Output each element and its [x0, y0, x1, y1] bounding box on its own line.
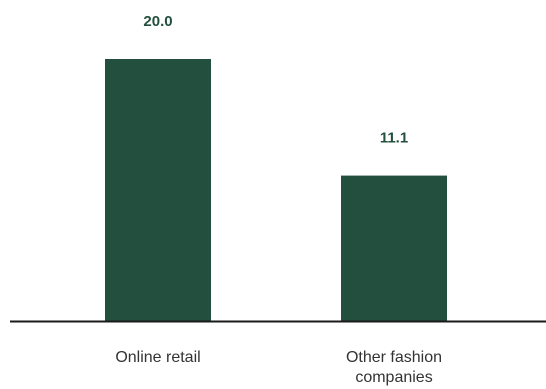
value-labels: 20.0 11.1: [143, 13, 408, 147]
value-label-1: 11.1: [380, 130, 408, 147]
value-label-0: 20.0: [143, 13, 172, 30]
category-label-1-line-1: companies: [355, 369, 432, 386]
category-label-0-line-0: Online retail: [115, 349, 200, 366]
bar-0: [105, 59, 211, 321]
bar-1: [341, 175, 447, 321]
category-label-1: Other fashion companies: [346, 349, 442, 386]
category-label-1-line-0: Other fashion: [346, 349, 442, 366]
bars: [105, 59, 447, 321]
category-label-0: Online retail: [115, 349, 200, 366]
category-labels: Online retail Other fashion companies: [115, 349, 442, 386]
